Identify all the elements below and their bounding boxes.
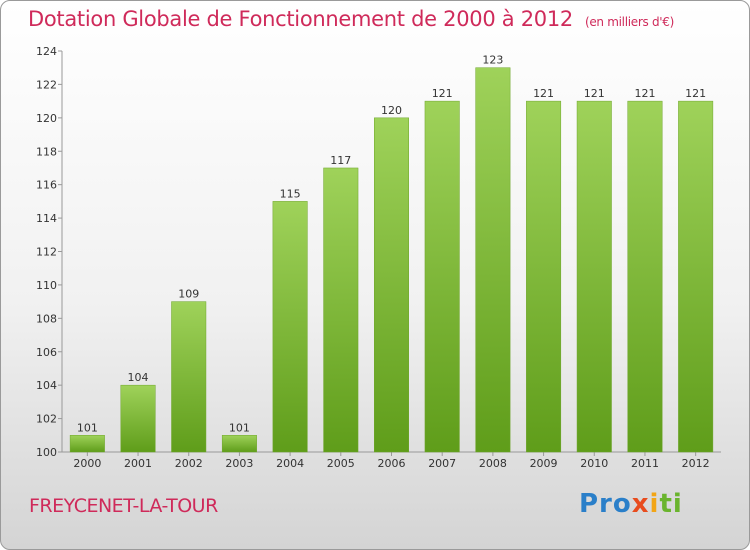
y-tick-label: 116	[36, 179, 57, 192]
y-tick-label: 108	[36, 312, 57, 325]
value-label-2002: 109	[178, 288, 199, 301]
value-label-2011: 121	[634, 87, 655, 100]
x-tick-label-2010: 2010	[580, 457, 608, 470]
y-tick-label: 120	[36, 112, 57, 125]
y-tick-label: 114	[36, 212, 57, 225]
x-tick-label-2012: 2012	[682, 457, 710, 470]
bar-2001	[120, 384, 156, 453]
value-label-2006: 120	[381, 104, 402, 117]
chart-axes: 100 102 104 106 108 110 112 114 116 118 120 122 124 2…	[36, 45, 721, 470]
chart-subtitle: (en milliers d'€)	[584, 15, 674, 29]
value-label-2003: 101	[229, 421, 250, 434]
y-tick-label: 106	[36, 346, 57, 359]
bar-2012	[678, 100, 714, 453]
y-tick-label: 100	[36, 446, 57, 459]
bar-2010	[576, 100, 612, 453]
x-tick-label-2008: 2008	[479, 457, 507, 470]
x-tick-label-2006: 2006	[378, 457, 406, 470]
value-label-2001: 104	[128, 371, 149, 384]
value-label-2005: 117	[330, 154, 351, 167]
value-label-2004: 115	[280, 187, 301, 200]
chart-title: Dotation Globale de Fonctionnement de 20…	[28, 7, 674, 31]
y-tick-label: 110	[36, 279, 57, 292]
proxiti-logo[interactable]: Proxiti	[579, 489, 683, 519]
logo-part-1: Pro	[579, 489, 632, 519]
y-tick-label: 124	[36, 45, 57, 58]
y-tick-label: 112	[36, 246, 57, 259]
bar-2005	[323, 167, 359, 453]
x-tick-label-2000: 2000	[73, 457, 101, 470]
x-tick-label-2001: 2001	[124, 457, 152, 470]
bar-2011	[627, 100, 663, 453]
value-label-2007: 121	[432, 87, 453, 100]
value-label-2000: 101	[77, 421, 98, 434]
y-tick-label: 102	[36, 413, 57, 426]
y-tick-label: 122	[36, 78, 57, 91]
value-label-2008: 123	[482, 54, 503, 67]
x-tick-label-2002: 2002	[175, 457, 203, 470]
bar-2009	[526, 100, 562, 453]
bar-2007	[424, 100, 460, 453]
x-tick-label-2005: 2005	[327, 457, 355, 470]
bar-2002	[171, 301, 207, 453]
logo-part-3: i	[649, 489, 660, 519]
bar-2006	[374, 117, 409, 453]
x-tick-label-2004: 2004	[276, 457, 304, 470]
y-tick-label: 104	[36, 379, 57, 392]
bar-2008	[475, 67, 511, 453]
logo-part-2: x	[631, 489, 650, 519]
value-label-2010: 121	[584, 87, 605, 100]
x-tick-label-2009: 2009	[530, 457, 558, 470]
x-tick-label-2003: 2003	[225, 457, 253, 470]
y-tick-label: 118	[36, 145, 57, 158]
chart-bars: 101 104 109 101 115 117 120 121 123 121 121 121 121	[69, 54, 714, 453]
x-tick-label-2007: 2007	[428, 457, 456, 470]
bar-2003	[221, 435, 257, 453]
bar-2000	[69, 435, 105, 453]
commune-name: FREYCENET-LA-TOUR	[29, 495, 218, 517]
logo-part-4: ti	[659, 489, 683, 519]
value-label-2009: 121	[533, 87, 554, 100]
value-label-2012: 121	[685, 87, 706, 100]
x-tick-label-2011: 2011	[631, 457, 659, 470]
chart-title-text: Dotation Globale de Fonctionnement de 20…	[28, 7, 573, 31]
bar-2004	[272, 201, 308, 453]
